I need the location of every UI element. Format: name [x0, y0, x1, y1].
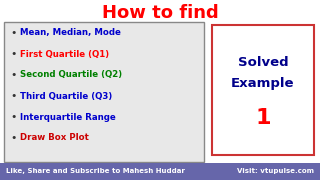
Text: Visit: vtupulse.com: Visit: vtupulse.com	[237, 168, 314, 174]
Text: Second Quartile (Q2): Second Quartile (Q2)	[20, 71, 122, 80]
Text: Mean, Median, Mode: Mean, Median, Mode	[20, 28, 121, 37]
Text: Solved: Solved	[238, 55, 288, 69]
Text: Interquartile Range: Interquartile Range	[20, 112, 116, 122]
FancyBboxPatch shape	[4, 22, 204, 162]
Text: •: •	[10, 49, 16, 59]
Text: Example: Example	[231, 76, 295, 89]
Text: •: •	[10, 28, 16, 38]
Text: Draw Box Plot: Draw Box Plot	[20, 134, 89, 143]
Text: Third Quartile (Q3): Third Quartile (Q3)	[20, 91, 112, 100]
Text: •: •	[10, 112, 16, 122]
Text: 1: 1	[255, 108, 271, 128]
Text: How to find: How to find	[102, 4, 218, 22]
Text: •: •	[10, 133, 16, 143]
Bar	[0, 163, 320, 180]
FancyBboxPatch shape	[212, 25, 314, 155]
Text: •: •	[10, 70, 16, 80]
Text: •: •	[10, 91, 16, 101]
Text: First Quartile (Q1): First Quartile (Q1)	[20, 50, 109, 59]
Text: Like, Share and Subscribe to Mahesh Huddar: Like, Share and Subscribe to Mahesh Hudd…	[6, 168, 185, 174]
